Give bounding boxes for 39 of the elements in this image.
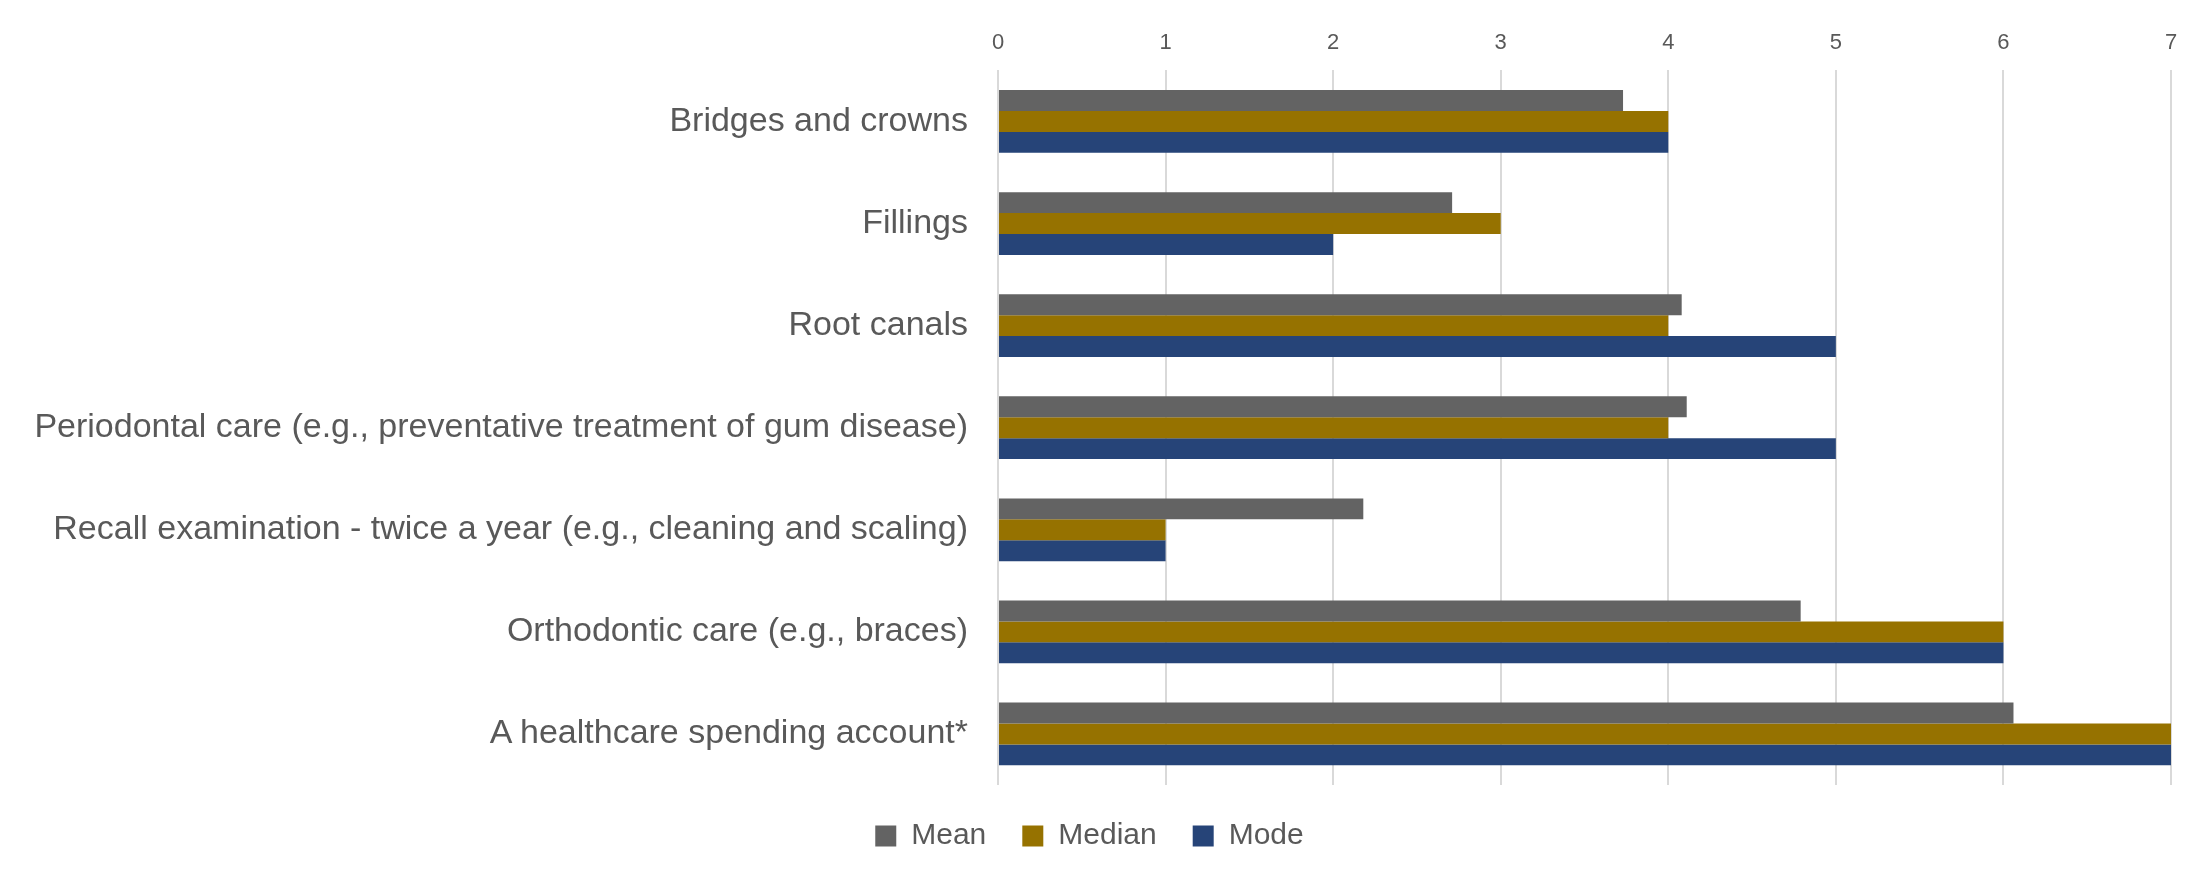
bar [999,519,1166,541]
bar [999,540,1166,562]
bar [999,294,1682,316]
x-tick-label: 7 [2164,29,2178,55]
x-tick-label: 2 [1327,29,1340,55]
legend-label: Mean [911,817,987,851]
y-tick-label: Recall examination - twice a year (e.g., cleaning and scaling) [53,508,968,547]
x-tick-label: 0 [991,29,1005,55]
y-tick-label: A healthcare spending account* [489,712,968,751]
bar [999,438,1836,460]
bar [999,192,1453,214]
y-tick-label: Periodontal care (e.g., preventative treatment of gum disease) [34,406,968,445]
bar [999,131,1669,153]
bar [999,336,1836,358]
bar [999,642,2004,664]
y-tick-label: Root canals [788,303,968,342]
bar [999,498,1364,520]
bar [999,723,2171,745]
y-tick-label: Orthodontic care (e.g., braces) [506,610,968,649]
x-tick-label: 6 [1997,29,2010,55]
bar [999,621,2004,643]
bar [999,233,1334,255]
bar [999,90,1624,111]
y-tick-label: Fillings [862,201,968,240]
x-tick-label: 3 [1494,29,1507,55]
bar [999,744,2171,766]
bar [999,213,1501,234]
bar [999,110,1669,132]
bar [999,702,2014,724]
legend-label: Median [1058,817,1157,851]
x-tick-label: 5 [1829,29,1842,55]
bar [999,396,1687,418]
bar [999,417,1669,439]
bar [999,600,1801,622]
x-tick-label: 1 [1159,29,1172,55]
legend-label: Mode [1228,817,1304,851]
y-tick-label: Bridges and crowns [669,99,968,138]
bar [999,315,1669,337]
x-tick-label: 4 [1662,29,1675,55]
